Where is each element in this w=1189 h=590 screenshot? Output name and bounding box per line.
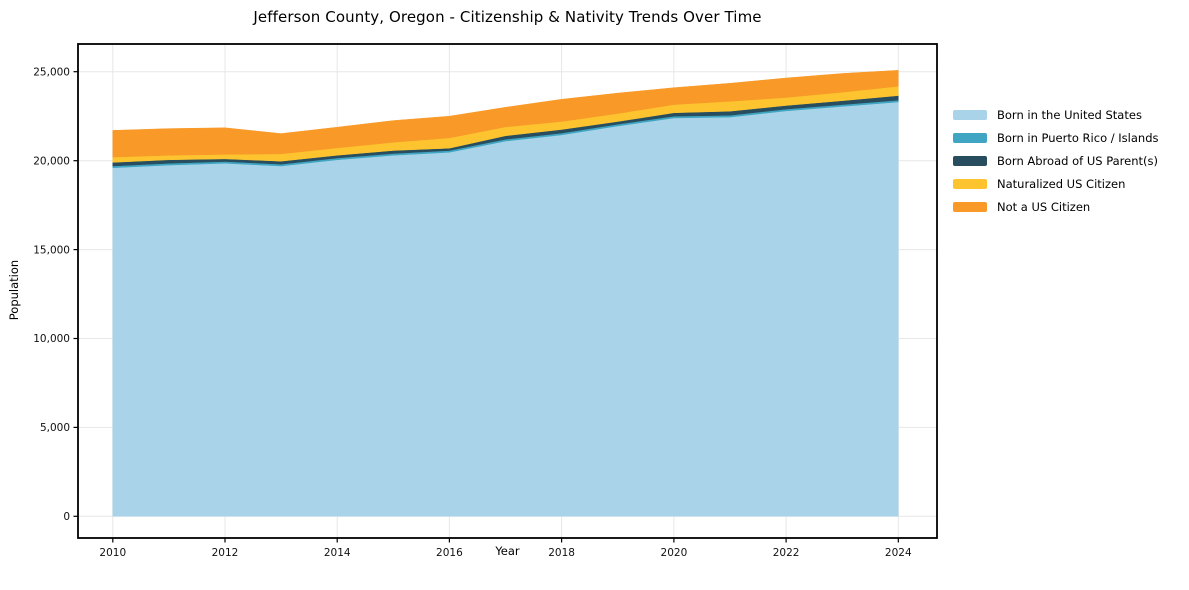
y-tick-label: 20,000: [33, 155, 70, 167]
legend-swatch-icon: [953, 178, 987, 189]
y-tick-label: 10,000: [33, 333, 70, 345]
y-tick-label: 5,000: [40, 422, 70, 434]
area-not-a-us-citizen: [112, 70, 899, 158]
y-tick-label: 25,000: [33, 66, 70, 78]
y-tick-label: 15,000: [33, 244, 70, 256]
legend-item: Born in Puerto Rico / Islands: [953, 130, 1159, 145]
chart-title: Jefferson County, Oregon - Citizenship &…: [253, 8, 762, 26]
legend-label: Born in the United States: [997, 107, 1142, 122]
legend: Born in the United States Born in Puerto…: [953, 107, 1159, 214]
legend-swatch-icon: [953, 155, 987, 166]
legend-label: Naturalized US Citizen: [997, 176, 1126, 191]
legend-label: Not a US Citizen: [997, 199, 1091, 214]
x-tick-label: 2020: [661, 547, 688, 559]
x-tick-label: 2022: [773, 547, 800, 559]
legend-item: Naturalized US Citizen: [953, 176, 1159, 191]
area-born-in-the-united-states: [112, 101, 899, 517]
legend-swatch-icon: [953, 109, 987, 120]
legend-item: Not a US Citizen: [953, 199, 1159, 214]
legend-label: Born in Puerto Rico / Islands: [997, 130, 1159, 145]
x-tick-label: 2016: [436, 547, 463, 559]
y-tick-label: 0: [63, 511, 70, 523]
legend-item: Born Abroad of US Parent(s): [953, 153, 1159, 168]
legend-swatch-icon: [953, 201, 987, 212]
x-tick-label: 2012: [212, 547, 239, 559]
legend-label: Born Abroad of US Parent(s): [997, 153, 1158, 168]
legend-swatch-icon: [953, 132, 987, 143]
x-tick-label: 2018: [548, 547, 575, 559]
x-tick-label: 2024: [885, 547, 912, 559]
y-axis-label: Population: [7, 259, 21, 321]
legend-item: Born in the United States: [953, 107, 1159, 122]
axes-frame: [77, 43, 938, 539]
x-tick-label: 2010: [99, 547, 126, 559]
x-tick-label: 2014: [324, 547, 351, 559]
x-axis-label: Year: [495, 544, 520, 558]
